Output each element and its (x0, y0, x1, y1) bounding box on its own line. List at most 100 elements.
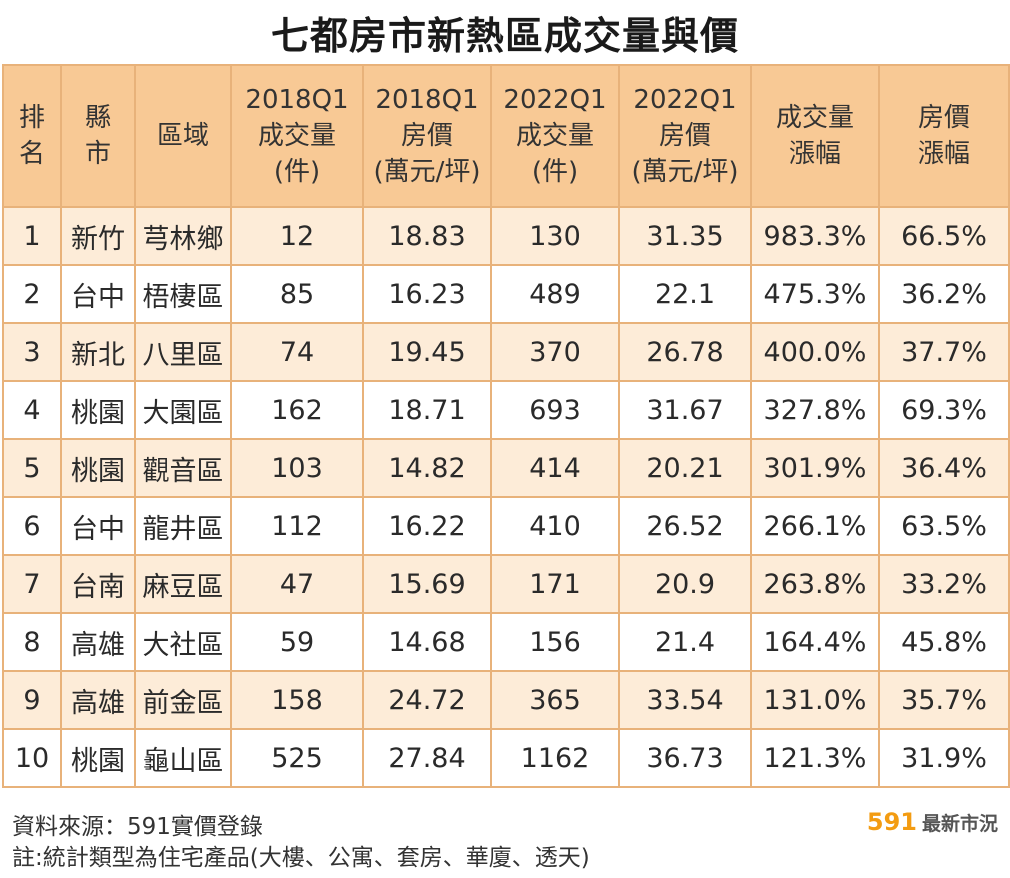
cell-price-2022: 26.78 (618, 322, 752, 382)
cell-volume-growth: 400.0% (750, 322, 880, 382)
cell-price-growth: 37.7% (878, 322, 1010, 382)
cell-rank: 2 (2, 264, 62, 324)
cell-rank: 1 (2, 206, 62, 266)
cell-price-growth: 36.4% (878, 438, 1010, 498)
cell-volume-growth: 121.3% (750, 728, 880, 788)
cell-volume-2018: 59 (230, 612, 364, 672)
cell-volume-2018: 112 (230, 496, 364, 556)
cell-volume-2022: 410 (490, 496, 620, 556)
cell-volume-2018: 158 (230, 670, 364, 730)
cell-rank: 6 (2, 496, 62, 556)
cell-rank: 3 (2, 322, 62, 382)
cell-price-2018: 14.82 (362, 438, 492, 498)
header-2022-volume: 2022Q1 成交量 (件) (490, 64, 620, 208)
cell-volume-growth: 983.3% (750, 206, 880, 266)
cell-county: 高雄 (60, 612, 136, 672)
header-price-growth: 房價 漲幅 (878, 64, 1010, 208)
cell-price-2018: 18.83 (362, 206, 492, 266)
cell-county: 高雄 (60, 670, 136, 730)
cell-volume-2018: 12 (230, 206, 364, 266)
cell-county: 新竹 (60, 206, 136, 266)
cell-price-2018: 14.68 (362, 612, 492, 672)
header-district: 區域 (134, 64, 232, 208)
page-title: 七都房市新熱區成交量與價 (270, 14, 739, 58)
footer-note: 註:統計類型為住宅產品(大樓、公寓、套房、華廈、透天) (12, 845, 590, 871)
cell-district: 大園區 (134, 380, 232, 440)
cell-volume-2018: 525 (230, 728, 364, 788)
cell-district: 八里區 (134, 322, 232, 382)
cell-price-2022: 22.1 (618, 264, 752, 324)
cell-volume-growth: 263.8% (750, 554, 880, 614)
cell-volume-2022: 370 (490, 322, 620, 382)
cell-price-2018: 18.71 (362, 380, 492, 440)
cell-price-2018: 16.23 (362, 264, 492, 324)
cell-volume-2018: 103 (230, 438, 364, 498)
cell-county: 台中 (60, 496, 136, 556)
cell-volume-2018: 162 (230, 380, 364, 440)
cell-volume-growth: 327.8% (750, 380, 880, 440)
cell-county: 桃園 (60, 380, 136, 440)
cell-price-2022: 33.54 (618, 670, 752, 730)
cell-county: 台南 (60, 554, 136, 614)
cell-price-2018: 19.45 (362, 322, 492, 382)
table-row: 8 高雄 大社區 59 14.68 156 21.4 164.4% 45.8% (2, 612, 1010, 672)
cell-district: 龍井區 (134, 496, 232, 556)
header-row: 排名 縣市 區域 2018Q1 成交量 (件) 2018Q1 房價 (萬元/坪) 202… (2, 64, 1010, 208)
cell-rank: 8 (2, 612, 62, 672)
cell-county: 桃園 (60, 728, 136, 788)
cell-district: 龜山區 (134, 728, 232, 788)
cell-volume-2022: 171 (490, 554, 620, 614)
cell-rank: 9 (2, 670, 62, 730)
cell-price-growth: 66.5% (878, 206, 1010, 266)
header-2018-price: 2018Q1 房價 (萬元/坪) (362, 64, 492, 208)
header-2022-price: 2022Q1 房價 (萬元/坪) (618, 64, 752, 208)
header-county: 縣市 (60, 64, 136, 208)
cell-volume-growth: 475.3% (750, 264, 880, 324)
cell-price-2018: 16.22 (362, 496, 492, 556)
cell-price-2022: 31.35 (618, 206, 752, 266)
cell-price-2022: 20.9 (618, 554, 752, 614)
cell-volume-2022: 130 (490, 206, 620, 266)
cell-volume-2022: 414 (490, 438, 620, 498)
cell-district: 大社區 (134, 612, 232, 672)
cell-rank: 7 (2, 554, 62, 614)
cell-district: 梧棲區 (134, 264, 232, 324)
cell-price-growth: 33.2% (878, 554, 1010, 614)
cell-volume-growth: 301.9% (750, 438, 880, 498)
cell-price-2022: 21.4 (618, 612, 752, 672)
table-row: 4 桃園 大園區 162 18.71 693 31.67 327.8% 69.3% (2, 380, 1010, 440)
cell-price-2022: 31.67 (618, 380, 752, 440)
cell-volume-2018: 74 (230, 322, 364, 382)
table-row: 3 新北 八里區 74 19.45 370 26.78 400.0% 37.7% (2, 322, 1010, 382)
cell-price-growth: 36.2% (878, 264, 1010, 324)
cell-rank: 5 (2, 438, 62, 498)
cell-volume-2018: 47 (230, 554, 364, 614)
cell-district: 前金區 (134, 670, 232, 730)
cell-volume-2022: 693 (490, 380, 620, 440)
brand-text: 最新市況 (921, 813, 998, 835)
cell-volume-2022: 156 (490, 612, 620, 672)
cell-price-growth: 31.9% (878, 728, 1010, 788)
table-row: 10 桃園 龜山區 525 27.84 1162 36.73 121.3% 31.9% (2, 728, 1010, 788)
cell-district: 芎林鄉 (134, 206, 232, 266)
cell-district: 觀音區 (134, 438, 232, 498)
cell-price-2022: 36.73 (618, 728, 752, 788)
cell-volume-2022: 1162 (490, 728, 620, 788)
cell-county: 新北 (60, 322, 136, 382)
cell-district: 麻豆區 (134, 554, 232, 614)
header-rank: 排名 (2, 64, 62, 208)
table-row: 5 桃園 觀音區 103 14.82 414 20.21 301.9% 36.4% (2, 438, 1010, 498)
header-2018-volume: 2018Q1 成交量 (件) (230, 64, 364, 208)
table-row: 2 台中 梧棲區 85 16.23 489 22.1 475.3% 36.2% (2, 264, 1010, 324)
cell-volume-2022: 489 (490, 264, 620, 324)
table-row: 6 台中 龍井區 112 16.22 410 26.52 266.1% 63.5% (2, 496, 1010, 556)
cell-price-growth: 35.7% (878, 670, 1010, 730)
cell-volume-2022: 365 (490, 670, 620, 730)
cell-price-growth: 45.8% (878, 612, 1010, 672)
cell-rank: 4 (2, 380, 62, 440)
cell-volume-2018: 85 (230, 264, 364, 324)
table-row: 1 新竹 芎林鄉 12 18.83 130 31.35 983.3% 66.5% (2, 206, 1010, 266)
data-table: 排名 縣市 區域 2018Q1 成交量 (件) 2018Q1 房價 (萬元/坪) 202… (2, 64, 1010, 788)
cell-price-2022: 20.21 (618, 438, 752, 498)
cell-volume-growth: 131.0% (750, 670, 880, 730)
